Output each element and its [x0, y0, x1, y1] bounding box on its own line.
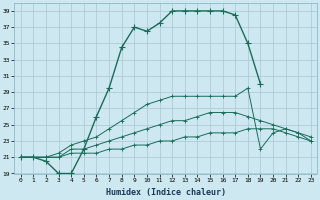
X-axis label: Humidex (Indice chaleur): Humidex (Indice chaleur)	[106, 188, 226, 197]
